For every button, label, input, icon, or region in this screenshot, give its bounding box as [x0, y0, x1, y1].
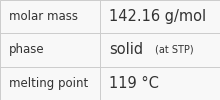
Text: melting point: melting point [9, 77, 88, 90]
Text: molar mass: molar mass [9, 10, 78, 23]
Text: (at STP): (at STP) [155, 45, 194, 55]
Text: 119 °C: 119 °C [109, 76, 159, 91]
Text: 142.16 g/mol: 142.16 g/mol [109, 9, 206, 24]
Text: solid: solid [109, 42, 143, 58]
Text: phase: phase [9, 44, 44, 56]
